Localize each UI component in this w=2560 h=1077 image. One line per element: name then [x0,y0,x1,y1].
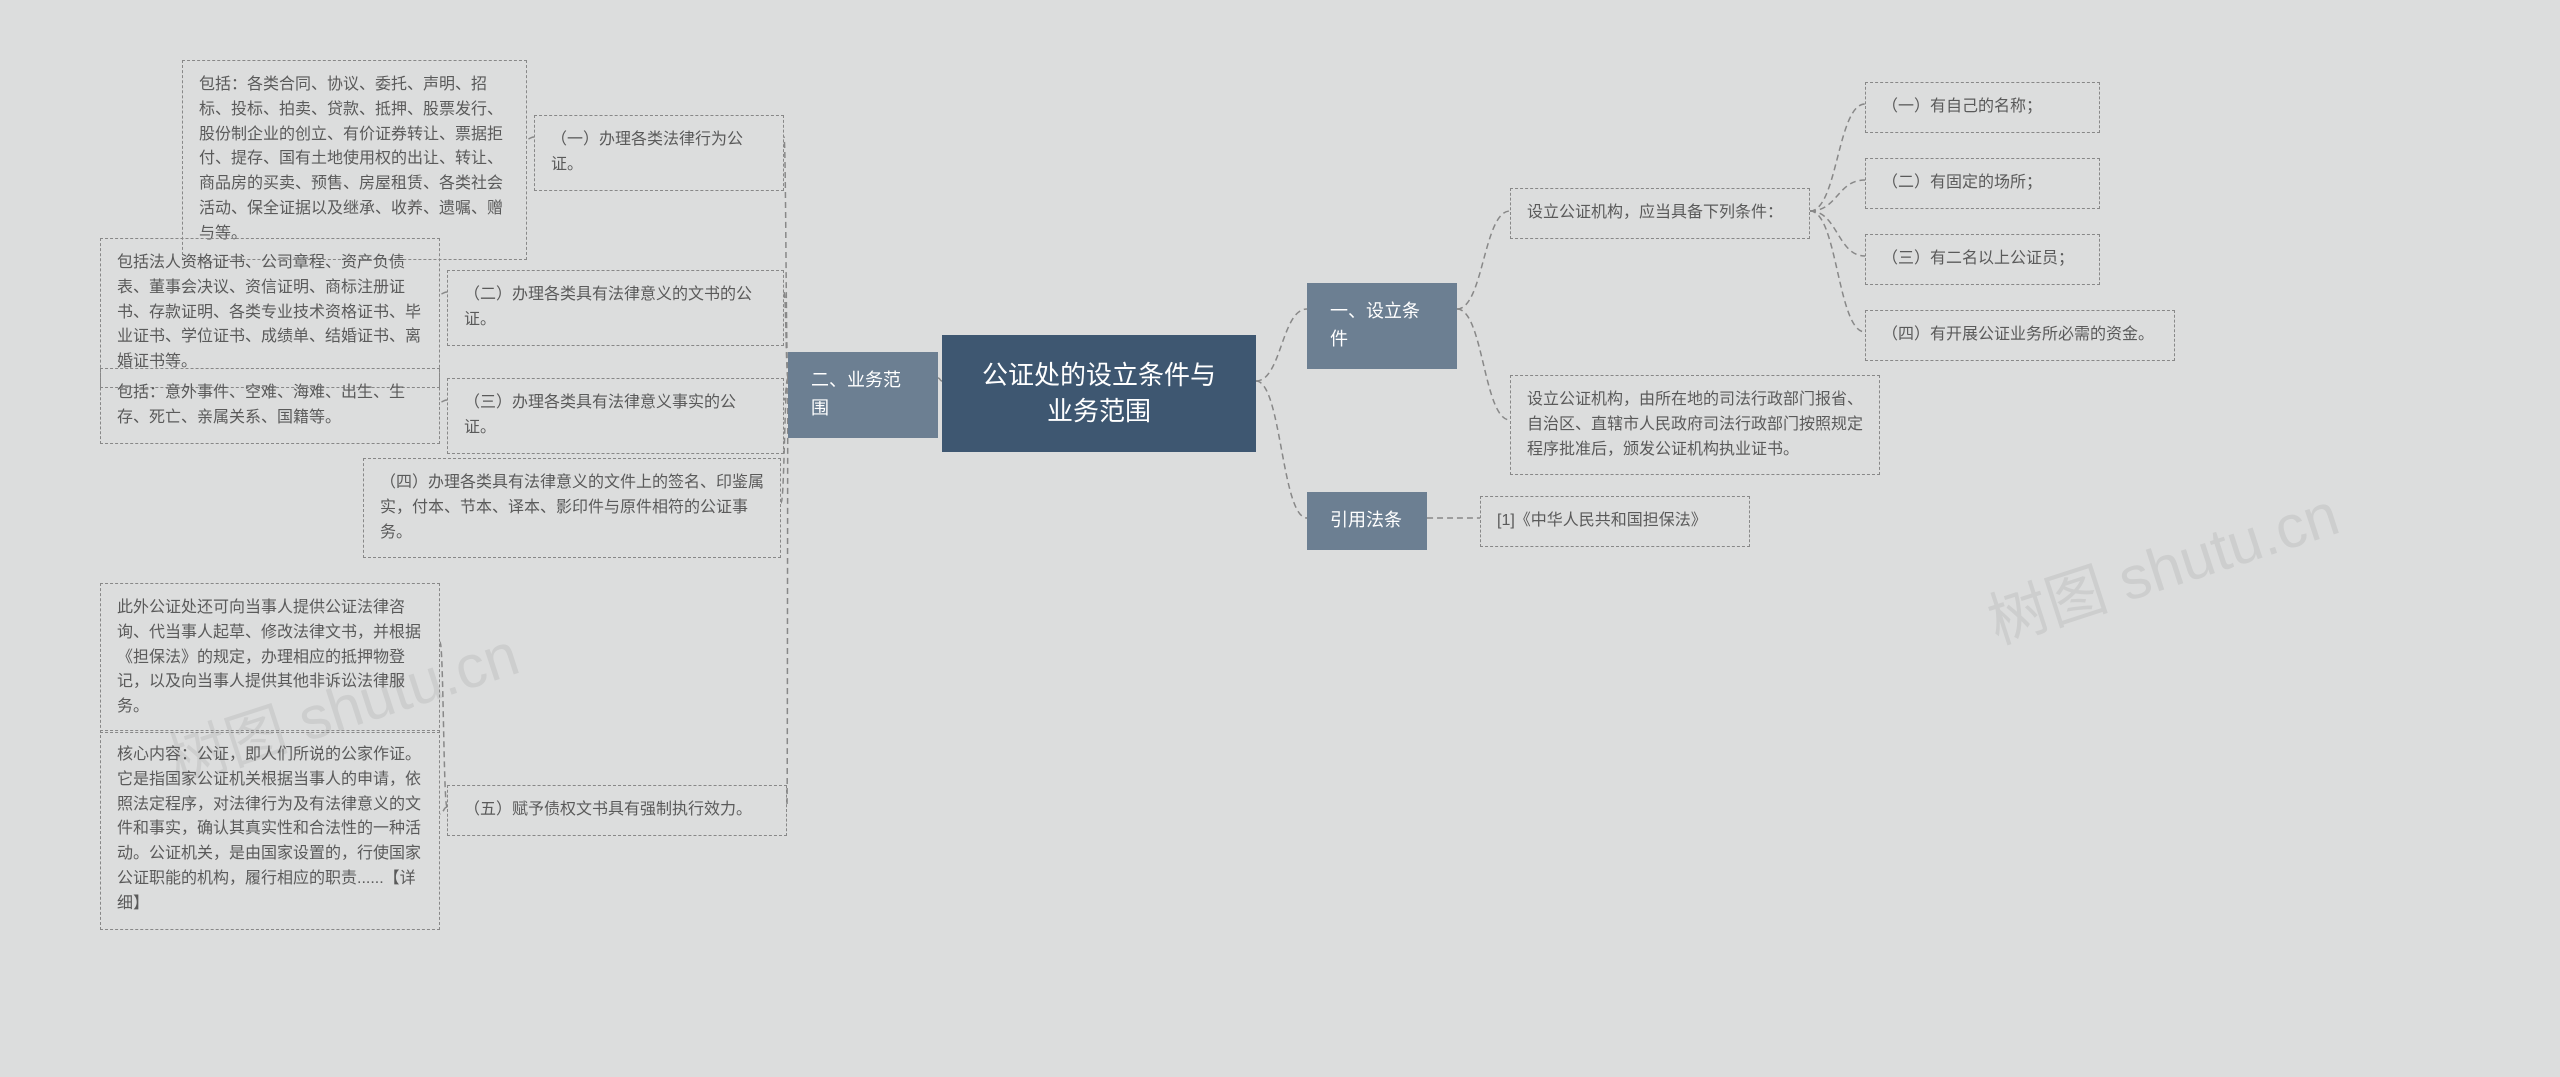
node-l1: 二、业务范围 [788,352,938,438]
node-l1d: （四）办理各类具有法律意义的文件上的签名、印鉴属实，付本、节本、译本、影印件与原… [363,458,781,558]
node-l1e: （五）赋予债权文书具有强制执行效力。 [447,785,787,836]
node-r1a: 设立公证机构，应当具备下列条件： [1510,188,1810,239]
node-root: 公证处的设立条件与业务范围 [942,335,1256,452]
node-l1c1: 包括：意外事件、空难、海难、出生、生存、死亡、亲属关系、国籍等。 [100,368,440,444]
node-r1a1: （一）有自己的名称； [1865,82,2100,133]
node-r1a2: （二）有固定的场所； [1865,158,2100,209]
node-l1b: （二）办理各类具有法律意义的文书的公证。 [447,270,784,346]
watermark: 树图 shutu.cn [1975,466,2348,661]
node-r2: 引用法条 [1307,492,1427,550]
node-r1: 一、设立条件 [1307,283,1457,369]
node-r2a: [1]《中华人民共和国担保法》 [1480,496,1750,547]
node-l1a: （一）办理各类法律行为公证。 [534,115,784,191]
node-l1c: （三）办理各类具有法律意义事实的公证。 [447,378,784,454]
node-l1e2: 核心内容：公证，即人们所说的公家作证。它是指国家公证机关根据当事人的申请，依照法… [100,730,440,930]
node-l1a1: 包括：各类合同、协议、委托、声明、招标、投标、拍卖、贷款、抵押、股票发行、股份制… [182,60,527,260]
node-r1b: 设立公证机构，由所在地的司法行政部门报省、自治区、直辖市人民政府司法行政部门按照… [1510,375,1880,475]
node-l1b1: 包括法人资格证书、公司章程、资产负债表、董事会决议、资信证明、商标注册证书、存款… [100,238,440,388]
node-l1e1: 此外公证处还可向当事人提供公证法律咨询、代当事人起草、修改法律文书，并根据《担保… [100,583,440,733]
node-r1a3: （三）有二名以上公证员； [1865,234,2100,285]
node-r1a4: （四）有开展公证业务所必需的资金。 [1865,310,2175,361]
